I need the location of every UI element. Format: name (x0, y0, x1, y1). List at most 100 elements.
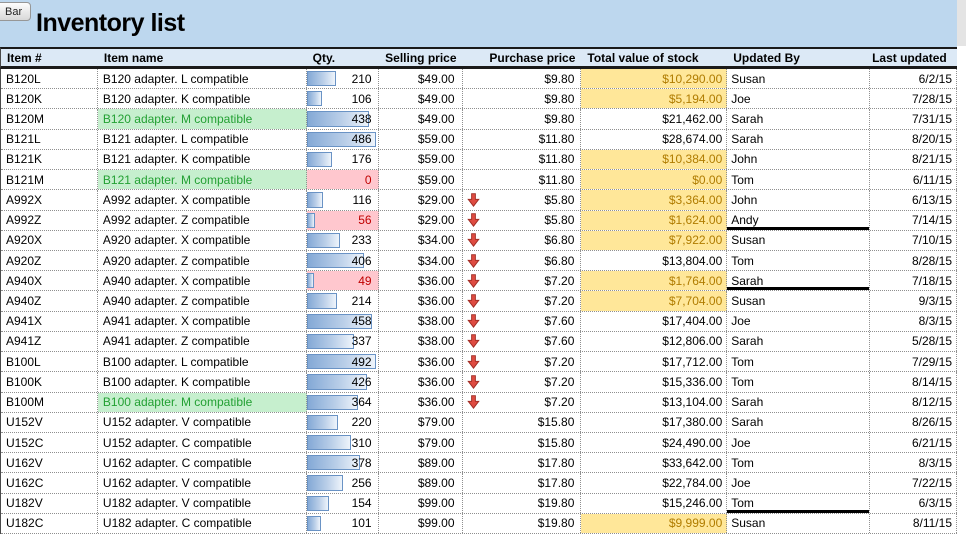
cell-quantity[interactable]: 406 (307, 251, 379, 270)
cell-updated-by[interactable]: Sarah (727, 130, 870, 149)
cell-selling-price[interactable]: $29.00 (379, 190, 463, 209)
cell-selling-price[interactable]: $38.00 (379, 332, 463, 351)
cell-total-value[interactable]: $17,712.00 (581, 352, 727, 371)
cell-quantity[interactable]: 56 (307, 211, 379, 230)
cell-last-updated[interactable]: 7/14/15 (870, 211, 957, 230)
column-header-4[interactable]: Purchase price (463, 49, 582, 66)
cell-last-updated[interactable]: 7/22/15 (870, 473, 957, 492)
cell-item-name[interactable]: B120 adapter. K compatible (98, 89, 307, 108)
cell-selling-price[interactable]: $99.00 (379, 514, 463, 533)
cell-purchase-price[interactable]: $7.20 (463, 291, 582, 310)
cell-selling-price[interactable]: $89.00 (379, 473, 463, 492)
cell-total-value[interactable]: $12,806.00 (581, 332, 727, 351)
cell-quantity[interactable]: 310 (307, 433, 379, 452)
column-header-5[interactable]: Total value of stock (581, 49, 727, 66)
cell-purchase-price[interactable]: $5.80 (463, 211, 582, 230)
cell-item-name[interactable]: A940 adapter. X compatible (98, 271, 307, 290)
cell-updated-by[interactable]: John (727, 190, 870, 209)
cell-item-number[interactable]: A940Z (1, 291, 98, 310)
cell-purchase-price[interactable]: $15.80 (463, 413, 582, 432)
cell-updated-by[interactable]: Tom (727, 352, 870, 371)
cell-item-name[interactable]: U162 adapter. V compatible (98, 473, 307, 492)
cell-last-updated[interactable]: 8/28/15 (870, 251, 957, 270)
cell-total-value[interactable]: $1,764.00 (581, 271, 727, 290)
column-header-2[interactable]: Qty. (307, 49, 379, 66)
cell-updated-by[interactable]: Sarah (727, 109, 870, 128)
cell-last-updated[interactable]: 7/29/15 (870, 352, 957, 371)
cell-item-name[interactable]: U182 adapter. C compatible (98, 514, 307, 533)
cell-item-number[interactable]: A941Z (1, 332, 98, 351)
cell-purchase-price[interactable]: $9.80 (463, 69, 582, 88)
cell-last-updated[interactable]: 5/28/15 (870, 332, 957, 351)
cell-item-name[interactable]: A992 adapter. Z compatible (98, 211, 307, 230)
cell-updated-by[interactable]: John (727, 150, 870, 169)
cell-updated-by[interactable]: Susan (727, 291, 870, 310)
cell-last-updated[interactable]: 6/13/15 (870, 190, 957, 209)
cell-item-number[interactable]: U182C (1, 514, 98, 533)
cell-quantity[interactable]: 426 (307, 372, 379, 391)
cell-item-number[interactable]: B120K (1, 89, 98, 108)
cell-item-number[interactable]: B100K (1, 372, 98, 391)
cell-item-name[interactable]: B121 adapter. M compatible (98, 170, 307, 189)
cell-item-name[interactable]: A992 adapter. X compatible (98, 190, 307, 209)
cell-updated-by[interactable]: Sarah (727, 332, 870, 351)
cell-total-value[interactable]: $22,784.00 (581, 473, 727, 492)
cell-item-number[interactable]: B100L (1, 352, 98, 371)
cell-last-updated[interactable]: 8/12/15 (870, 393, 957, 412)
cell-updated-by[interactable]: Joe (727, 473, 870, 492)
cell-item-number[interactable]: B120M (1, 109, 98, 128)
cell-item-name[interactable]: B121 adapter. K compatible (98, 150, 307, 169)
cell-item-number[interactable]: U152C (1, 433, 98, 452)
cell-selling-price[interactable]: $36.00 (379, 352, 463, 371)
cell-purchase-price[interactable]: $17.80 (463, 473, 582, 492)
cell-total-value[interactable]: $17,380.00 (581, 413, 727, 432)
cell-total-value[interactable]: $0.00 (581, 170, 727, 189)
cell-total-value[interactable]: $10,290.00 (581, 69, 727, 88)
cell-selling-price[interactable]: $36.00 (379, 372, 463, 391)
cell-last-updated[interactable]: 6/11/15 (870, 170, 957, 189)
cell-item-name[interactable]: B100 adapter. K compatible (98, 372, 307, 391)
cell-quantity[interactable]: 214 (307, 291, 379, 310)
cell-item-name[interactable]: B120 adapter. M compatible (98, 109, 307, 128)
cell-updated-by[interactable]: Susan (727, 69, 870, 88)
cell-last-updated[interactable]: 8/26/15 (870, 413, 957, 432)
cell-total-value[interactable]: $24,490.00 (581, 433, 727, 452)
cell-quantity[interactable]: 492 (307, 352, 379, 371)
cell-item-number[interactable]: B121L (1, 130, 98, 149)
cell-updated-by[interactable]: Sarah (727, 393, 870, 412)
cell-item-number[interactable]: B100M (1, 393, 98, 412)
cell-updated-by[interactable]: Sarah (727, 413, 870, 432)
cell-selling-price[interactable]: $79.00 (379, 433, 463, 452)
cell-quantity[interactable]: 220 (307, 413, 379, 432)
cell-item-name[interactable]: U152 adapter. V compatible (98, 413, 307, 432)
cell-purchase-price[interactable]: $11.80 (463, 150, 582, 169)
cell-quantity[interactable]: 116 (307, 190, 379, 209)
cell-purchase-price[interactable]: $11.80 (463, 170, 582, 189)
cell-updated-by[interactable]: Andy (727, 211, 870, 230)
cell-item-name[interactable]: A920 adapter. X compatible (98, 231, 307, 250)
cell-selling-price[interactable]: $49.00 (379, 69, 463, 88)
column-header-6[interactable]: Updated By (727, 49, 870, 66)
cell-purchase-price[interactable]: $7.20 (463, 271, 582, 290)
cell-total-value[interactable]: $17,404.00 (581, 312, 727, 331)
cell-quantity[interactable]: 106 (307, 89, 379, 108)
cell-last-updated[interactable]: 8/11/15 (870, 514, 957, 533)
column-header-1[interactable]: Item name (98, 49, 307, 66)
cell-total-value[interactable]: $7,704.00 (581, 291, 727, 310)
cell-item-name[interactable]: U182 adapter. V compatible (98, 494, 307, 513)
cell-purchase-price[interactable]: $6.80 (463, 231, 582, 250)
cell-item-name[interactable]: B120 adapter. L compatible (98, 69, 307, 88)
cell-total-value[interactable]: $7,922.00 (581, 231, 727, 250)
cell-quantity[interactable]: 233 (307, 231, 379, 250)
cell-updated-by[interactable]: Joe (727, 89, 870, 108)
cell-item-number[interactable]: A920X (1, 231, 98, 250)
cell-quantity[interactable]: 458 (307, 312, 379, 331)
cell-quantity[interactable]: 486 (307, 130, 379, 149)
cell-item-number[interactable]: U182V (1, 494, 98, 513)
bar-button[interactable]: Bar (0, 2, 31, 21)
cell-quantity[interactable]: 101 (307, 514, 379, 533)
cell-total-value[interactable]: $13,804.00 (581, 251, 727, 270)
cell-quantity[interactable]: 49 (307, 271, 379, 290)
cell-selling-price[interactable]: $29.00 (379, 211, 463, 230)
cell-quantity[interactable]: 337 (307, 332, 379, 351)
